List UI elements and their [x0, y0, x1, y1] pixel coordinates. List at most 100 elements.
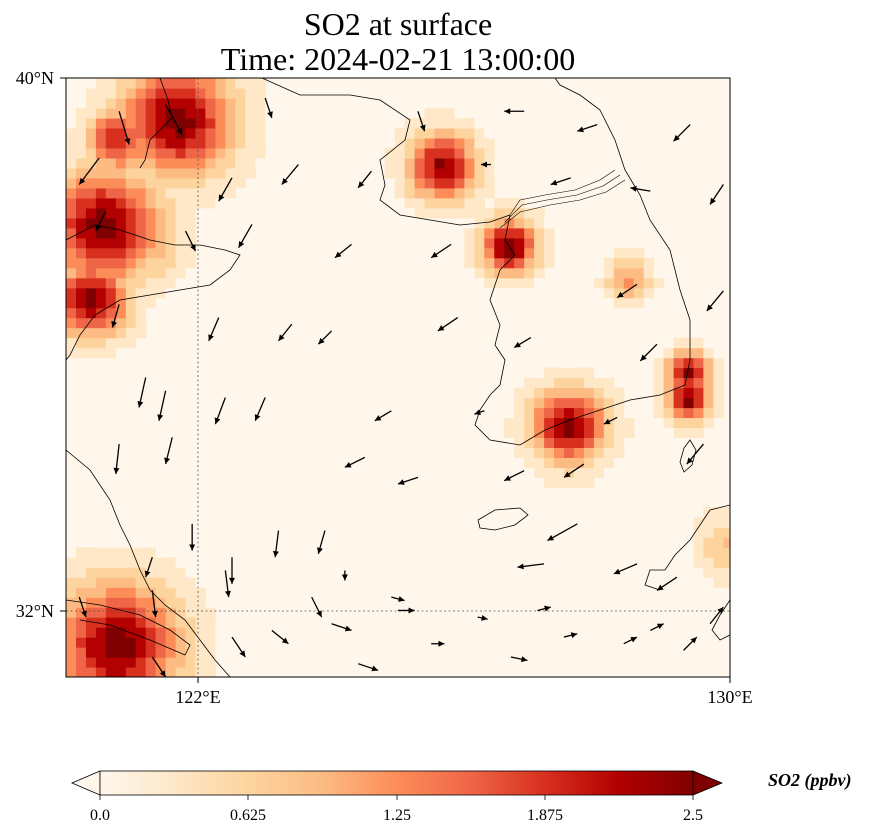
heat-cell [105, 227, 117, 239]
heat-cell [85, 197, 97, 209]
wind-arrow [563, 463, 585, 478]
heat-cell [245, 98, 256, 109]
heat-cell [564, 397, 575, 409]
wind-arrow [113, 443, 120, 475]
heat-cell [384, 167, 396, 179]
heat-cell [115, 317, 127, 329]
heat-cell [544, 477, 555, 488]
heat-cell [155, 267, 167, 279]
heat-cell [464, 127, 475, 139]
heat-cell [165, 577, 177, 588]
heat-cell [76, 247, 87, 259]
heat-cell [564, 447, 575, 458]
heat-cell [95, 117, 107, 129]
wind-arrow [157, 390, 167, 421]
heat-cell [564, 457, 575, 468]
heat-cell [135, 537, 147, 548]
heat-cell [155, 78, 167, 79]
heat-cell [564, 357, 575, 369]
heat-cell [135, 577, 147, 588]
heat-cell [534, 227, 545, 239]
heat-cell [434, 108, 446, 119]
heat-cell [683, 357, 695, 369]
heat-cell [105, 187, 117, 199]
heat-cell [66, 217, 77, 229]
heat-cell [583, 407, 595, 419]
heat-cell [76, 317, 87, 329]
heat-cell [494, 167, 505, 179]
heat-cell [703, 577, 714, 588]
heat-cell [414, 117, 426, 129]
heat-cell [66, 257, 77, 269]
heat-cell [474, 117, 485, 129]
heat-cell [165, 88, 177, 99]
heat-cell [66, 577, 77, 588]
heat-cell [205, 167, 216, 179]
heat-cell [85, 287, 97, 299]
heat-cell [135, 207, 147, 219]
heat-cell [484, 267, 495, 279]
heat-cell [155, 607, 167, 618]
heat-cell [673, 337, 685, 349]
wind-arrow [656, 576, 678, 592]
heat-cell [175, 257, 187, 269]
heat-cell [424, 177, 436, 189]
wind-arrow [709, 606, 724, 625]
heat-cell [155, 277, 167, 289]
heat-cell [494, 267, 505, 279]
heat-cell [125, 557, 137, 568]
heat-cell [574, 477, 585, 488]
heat-cell [115, 108, 127, 119]
heat-cell [693, 367, 705, 379]
heat-cell [534, 447, 545, 458]
heat-cell [165, 157, 177, 169]
heat-cell [195, 657, 207, 668]
heat-cell [494, 277, 505, 289]
heat-cell [524, 447, 535, 458]
heat-cell [534, 467, 545, 478]
heat-cell [76, 337, 87, 349]
heat-cell [574, 387, 585, 399]
heat-cell [534, 457, 545, 468]
heat-cell [175, 227, 187, 239]
heat-cell [185, 607, 197, 618]
heat-cell [524, 387, 535, 399]
wind-arrow [78, 596, 87, 618]
heat-cell [165, 137, 177, 149]
heat-cell [474, 197, 485, 209]
heat-cell [165, 177, 177, 189]
heat-cell [66, 237, 77, 249]
heat-cell [135, 197, 147, 209]
heat-cell [185, 197, 197, 209]
heat-cell [703, 557, 714, 568]
heat-cell [66, 607, 77, 618]
heat-cell [195, 167, 207, 179]
heat-cell [125, 78, 137, 79]
heat-cell [175, 237, 187, 249]
heat-cell [484, 237, 495, 249]
heat-cell [85, 317, 97, 329]
heat-cell [524, 427, 535, 438]
heat-cell [603, 467, 615, 478]
heat-cell [464, 137, 475, 149]
heat-cell [514, 237, 525, 249]
heat-cell [76, 637, 87, 648]
heat-cell [723, 547, 730, 558]
heat-cell [145, 147, 157, 159]
heat-cell [593, 377, 605, 389]
heat-cell [95, 667, 107, 677]
heat-cell [245, 147, 256, 159]
wind-arrow [334, 243, 352, 259]
heat-cell [66, 637, 77, 648]
heat-cell [544, 397, 555, 409]
heat-cell [66, 627, 77, 638]
heat-cell [76, 257, 87, 269]
xtick-label-130e: 130°E [707, 687, 753, 707]
heat-cell [66, 597, 77, 608]
heat-cell [145, 577, 157, 588]
heat-cell [424, 108, 436, 119]
heat-cell [693, 407, 705, 419]
heat-cell [713, 527, 724, 538]
wind-arrow [341, 570, 348, 581]
heat-cell [524, 437, 535, 448]
